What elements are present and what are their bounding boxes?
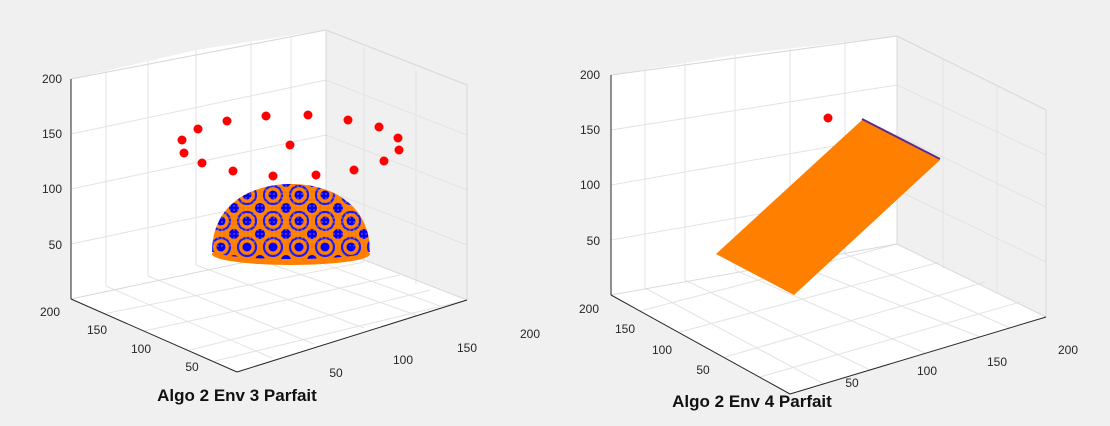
plot-1-title: Algo 2 Env 3 Parfait [157, 386, 317, 405]
plot-1-data-point [393, 133, 403, 143]
plot-1-x-tick-label: 50 [329, 366, 343, 380]
plot-1-data-point [394, 145, 404, 155]
plot-1-x-tick-label: 100 [393, 353, 413, 367]
plot-2-z-tick-label: 100 [580, 178, 600, 192]
plot-2-grid [610, 35, 1047, 385]
plot-1-data-point [193, 124, 203, 134]
plot-1-points [177, 110, 404, 181]
plot-2-y-tick-label: 100 [652, 343, 672, 357]
plot-1-x-tick-label: 150 [457, 341, 477, 355]
plot-2-title: Algo 2 Env 4 Parfait [672, 392, 832, 411]
plot-1-data-point [285, 140, 295, 150]
plot-2-y-tick-label: 50 [696, 363, 710, 377]
plot-1-data-point [177, 135, 187, 145]
plot-1-y-tick-label: 50 [185, 360, 199, 374]
plot-2-z-tick-label: 50 [587, 234, 601, 248]
plot-1-data-point [311, 170, 321, 180]
plot-1-data-point [379, 156, 389, 166]
plot-2-x-ticks: 50 100 150 200 [845, 343, 1078, 390]
plot-1-data-point [261, 111, 271, 121]
plot-1-data-point [268, 171, 278, 181]
plot-2-y-tick-label: 200 [579, 302, 599, 316]
plot-1-data-point [303, 110, 313, 120]
plot-1-data-point [197, 158, 207, 168]
plot-2: 50 100 150 200 50 100 150 200 50 100 150… [579, 35, 1078, 411]
plot-2-points [823, 113, 833, 123]
plot-2-x-tick-label: 200 [1058, 343, 1078, 357]
plot-1-data-point [222, 116, 232, 126]
plot-2-z-tick-label: 150 [580, 123, 600, 137]
plot-1-y-tick-label: 100 [131, 342, 151, 356]
plot-1-data-point [374, 122, 384, 132]
plot-1-z-tick-label: 150 [42, 127, 62, 141]
plot-1-z-ticks: 50 100 150 200 [42, 72, 62, 252]
plot-1-data-point [179, 148, 189, 158]
plot-1-z-tick-label: 200 [42, 72, 62, 86]
plot-1-z-tick-label: 50 [49, 238, 63, 252]
plot-1-front-axes [70, 79, 468, 373]
plot-2-z-ticks: 50 100 150 200 [580, 68, 600, 248]
plot-1-data-point [343, 115, 353, 125]
plot-1-x-tick-label: 200 [520, 327, 540, 341]
plot-2-x-tick-label: 150 [987, 355, 1007, 369]
plot-2-data-point [823, 113, 833, 123]
plot-2-x-tick-label: 50 [845, 376, 859, 390]
plot-1-z-tick-label: 100 [42, 182, 62, 196]
plot-1-y-ticks: 50 100 150 200 [40, 305, 199, 374]
plot-1-data-point [228, 166, 238, 176]
plot-1-y-tick-label: 150 [87, 323, 107, 337]
plot-2-y-ticks: 50 100 150 200 [579, 302, 710, 377]
plot-1-hemisphere [212, 184, 370, 265]
plot-2-x-tick-label: 100 [917, 364, 937, 378]
plot-1-y-tick-label: 200 [40, 305, 60, 319]
plot-2-front-axes [610, 75, 1047, 395]
plot-1-data-point [349, 165, 359, 175]
plot-2-axes [610, 35, 1047, 318]
plot-2-z-tick-label: 200 [580, 68, 600, 82]
plot-1: 50 100 150 200 50 100 150 200 50 100 150… [40, 29, 540, 405]
plot-2-y-tick-label: 150 [615, 322, 635, 336]
plot-2-plane [716, 118, 941, 295]
plot-1-x-ticks: 50 100 150 200 [329, 327, 540, 380]
